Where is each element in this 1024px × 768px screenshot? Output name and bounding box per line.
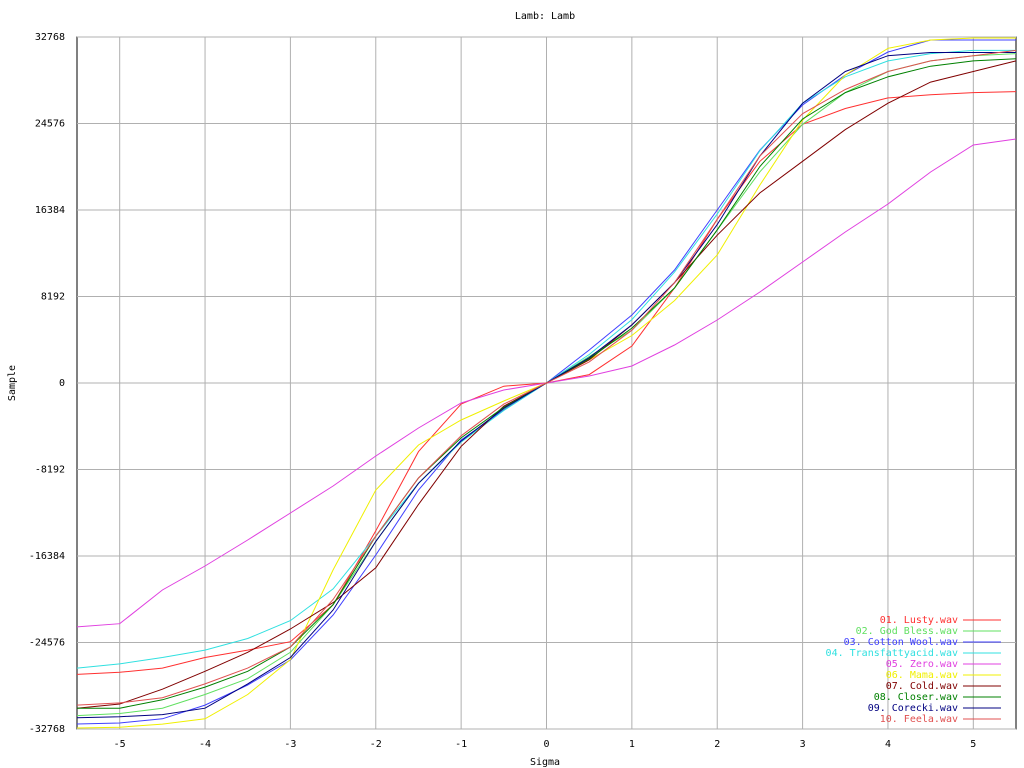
y-axis-label: Sample [7, 365, 18, 401]
y-tick-label: 0 [59, 378, 65, 389]
y-tick-label: 32768 [35, 32, 65, 43]
legend-label: 02. God Bless.wav [856, 626, 958, 637]
x-tick-label: 0 [543, 739, 549, 750]
legend-label: 09. Corecki.wav [868, 703, 958, 714]
legend-label: 07. Cold.wav [886, 681, 958, 692]
y-tick-label: -32768 [29, 724, 65, 735]
legend-label: 01. Lusty.wav [880, 615, 958, 626]
legend-label: 06. Mama.wav [886, 670, 958, 681]
x-tick-label: 1 [629, 739, 635, 750]
y-tick-label: 8192 [41, 292, 65, 303]
x-tick-label: 4 [885, 739, 891, 750]
x-tick-label: 5 [970, 739, 976, 750]
y-tick-label: -16384 [29, 551, 65, 562]
x-axis-label: Sigma [530, 757, 560, 768]
y-tick-label: 16384 [35, 205, 65, 216]
x-tick-label: -4 [199, 739, 211, 750]
x-tick-label: -3 [284, 739, 296, 750]
legend-label: 03. Cotton Wool.wav [844, 637, 958, 648]
y-tick-label: -8192 [35, 465, 65, 476]
y-tick-label: 24576 [35, 119, 65, 130]
legend-label: 08. Closer.wav [874, 692, 958, 703]
chart-title: Lamb: Lamb [515, 11, 575, 22]
series-line [76, 49, 1017, 706]
legend-label: 05. Zero.wav [886, 659, 958, 670]
legend-label: 04. Transfattyacid.wav [826, 648, 958, 659]
legend-label: 10. Feela.wav [880, 714, 958, 725]
x-tick-label: -2 [370, 739, 382, 750]
x-tick-label: 2 [714, 739, 720, 750]
x-tick-label: -1 [455, 739, 467, 750]
x-tick-label: 3 [800, 739, 806, 750]
y-tick-label: -24576 [29, 638, 65, 649]
x-tick-label: -5 [114, 739, 126, 750]
